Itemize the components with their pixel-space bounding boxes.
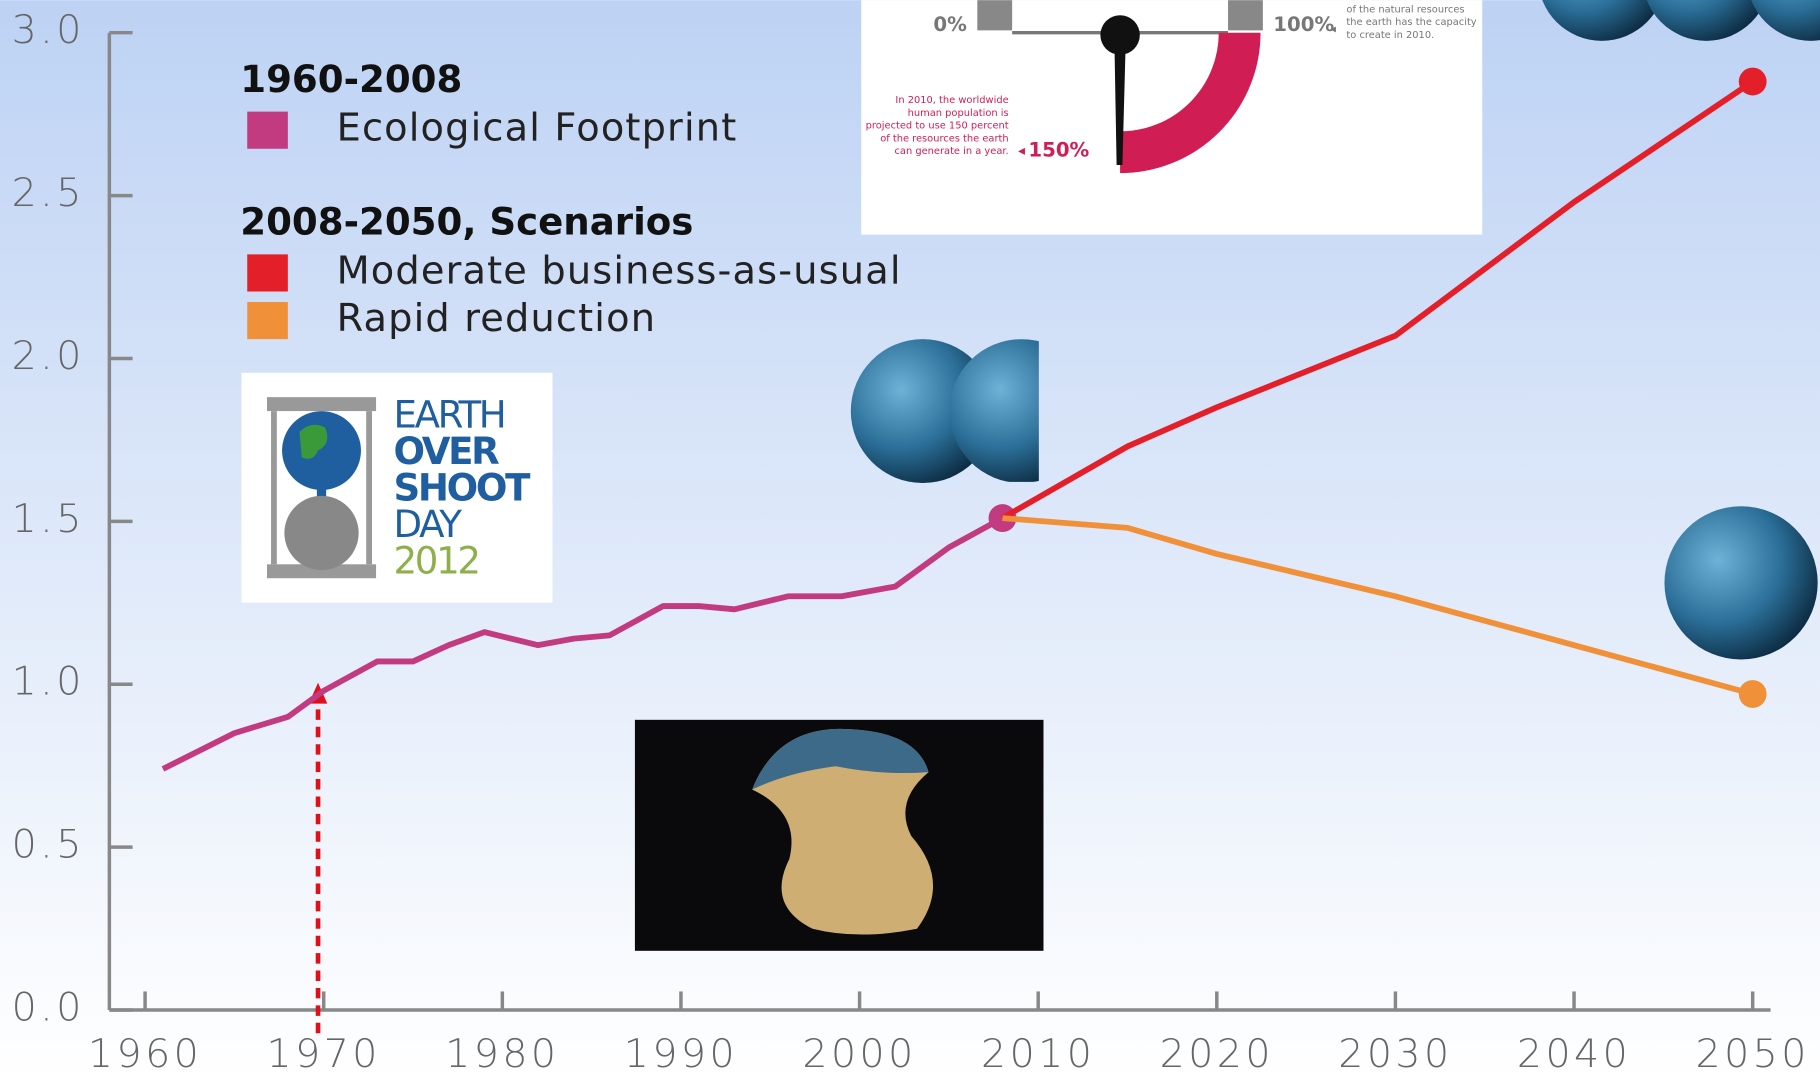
x-tick-label: 2040 [1517,1031,1631,1077]
y-tick-label: 0.0 [12,985,85,1031]
legend-label: Moderate business-as-usual [337,248,902,293]
logo-text: 2012 [393,540,478,583]
y-tick-label: 2.5 [12,170,85,216]
y-tick-label: 2.0 [12,333,85,379]
gauge-note: of the resources the earth [880,133,1008,144]
logo-text: EARTH [393,393,504,436]
logo-text: OVER [393,430,499,473]
x-tick-label: 2020 [1160,1031,1274,1077]
x-tick-label: 2010 [981,1031,1095,1077]
gauge-label: 150% [1028,139,1089,162]
x-tick-label: 1970 [267,1031,381,1077]
logo-text: DAY [393,503,462,546]
legend-label: Rapid reduction [337,296,657,341]
svg-text:◂: ◂ [1018,143,1025,159]
series-line [1002,515,1754,697]
svg-text:◂: ◂ [1330,22,1336,36]
x-tick-label: 1960 [88,1031,202,1077]
legend-heading: 2008-2050, Scenarios [240,201,693,244]
y-tick-label: 1.5 [12,496,85,542]
legend-swatch [247,254,288,292]
x-tick-label: 1980 [445,1031,559,1077]
gauge-inset: 0% 100% ◂ ◂ 150% In 2010, the worldwide h… [861,0,1483,235]
gauge-note: In 2010, the worldwide [895,95,1008,106]
legend-swatch [247,111,288,149]
gauge-note: of the natural resources [1346,4,1464,15]
legend-heading: 1960-2008 [240,58,462,101]
globe-images [850,0,1820,660]
gauge-label: 100% [1273,13,1334,36]
x-tick-label: 1990 [624,1031,738,1077]
logo-text: SHOOT [393,467,531,510]
series-line [1001,79,1755,521]
y-tick-label: 3.0 [12,7,85,53]
legend: 1960-2008 Ecological Footprint 2008-2050, … [240,58,902,341]
x-tick-label: 2030 [1338,1031,1452,1077]
plot-area [161,67,1767,772]
gauge-note: to create in 2010. [1346,30,1434,41]
gauge-note: human population is [908,108,1009,119]
gauge-note: can generate in a year. [894,146,1008,157]
gauge-label: 0% [933,13,967,36]
end-marker [1738,680,1767,708]
series-line [161,515,1004,772]
end-marker [1738,67,1767,96]
legend-label: Ecological Footprint [337,106,738,151]
gauge-note: the earth has the capacity [1346,17,1476,28]
legend-swatch [247,301,288,340]
x-tick-label: 2000 [802,1031,916,1077]
x-tick-label: 2050 [1696,1031,1810,1077]
gauge-note: projected to use 150 percent [866,121,1009,132]
y-tick-label: 0.5 [12,822,85,868]
y-tick-label: 1.0 [12,659,85,705]
axes: 0.0 0.5 1.0 1.5 2.0 2.5 3.0 1960 1970 1980 1990 200… [12,7,1810,1077]
apple-earth-image [634,719,1044,951]
